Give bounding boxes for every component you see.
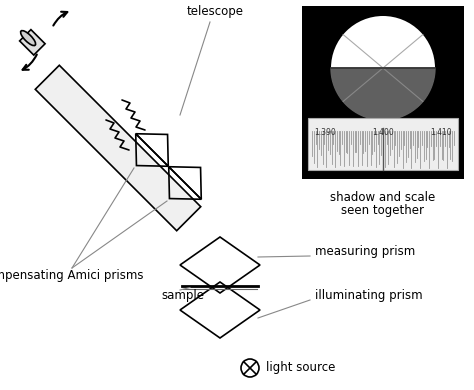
Text: illuminating prism: illuminating prism <box>315 289 423 303</box>
Text: seen together: seen together <box>341 204 425 217</box>
Ellipse shape <box>20 30 36 46</box>
Polygon shape <box>35 65 201 231</box>
Text: 1.400: 1.400 <box>372 128 394 137</box>
Polygon shape <box>19 30 45 55</box>
Text: compensating Amici prisms: compensating Amici prisms <box>0 268 144 282</box>
Circle shape <box>331 16 435 120</box>
Bar <box>308 118 458 170</box>
Polygon shape <box>331 68 435 120</box>
Text: telescope: telescope <box>186 5 244 18</box>
Text: measuring prism: measuring prism <box>315 245 415 259</box>
Text: shadow and scale: shadow and scale <box>330 191 436 204</box>
Bar <box>302 6 464 179</box>
Text: light source: light source <box>266 362 336 374</box>
Text: sample: sample <box>162 289 204 303</box>
Text: 1.410: 1.410 <box>430 128 452 137</box>
Text: 1.390: 1.390 <box>314 128 336 137</box>
